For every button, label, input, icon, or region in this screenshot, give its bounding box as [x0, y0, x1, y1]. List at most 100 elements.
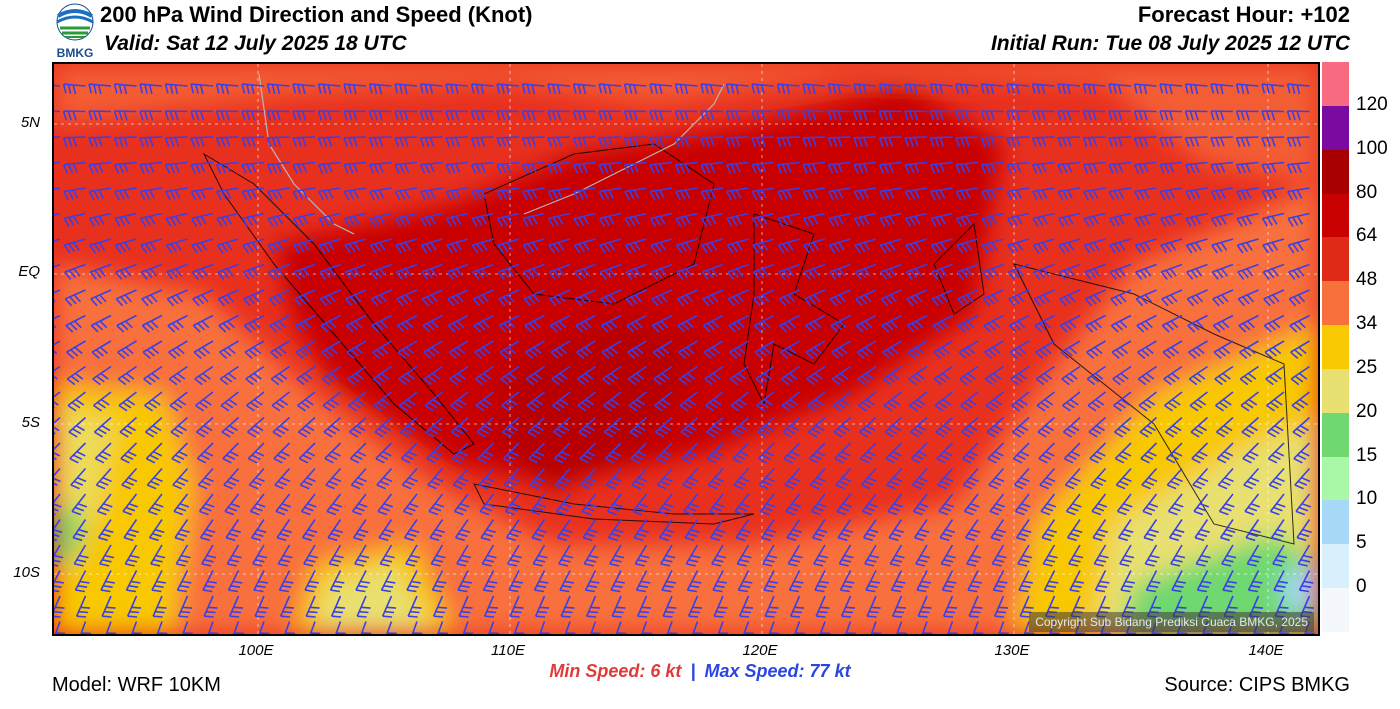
- model-name: Model: WRF 10KM: [52, 674, 221, 696]
- wind-barb: [93, 391, 112, 412]
- wind-barb: [1134, 238, 1157, 254]
- wind-barb: [676, 289, 698, 307]
- wind-barb: [139, 110, 163, 121]
- wind-barb: [343, 110, 367, 121]
- wind-barb: [75, 595, 91, 618]
- wind-barb: [419, 136, 443, 147]
- wind-barb: [549, 314, 571, 333]
- wind-barb: [1120, 570, 1135, 593]
- wind-barb: [809, 467, 826, 490]
- wind-barb: [1037, 416, 1056, 438]
- wind-barb: [1213, 340, 1234, 360]
- wind-barb: [572, 161, 596, 174]
- wind-barb: [270, 365, 290, 386]
- wind-barb: [476, 416, 495, 438]
- wind-barb: [980, 83, 1004, 95]
- wind-barb: [904, 161, 928, 174]
- wind-barb: [1185, 187, 1208, 201]
- wind-barb: [521, 161, 545, 174]
- wind-barb: [1113, 416, 1132, 438]
- wind-barb: [201, 544, 217, 567]
- wind-barb: [1194, 519, 1210, 542]
- wind-barb: [117, 365, 137, 386]
- wind-barb: [1168, 519, 1185, 542]
- wind-barb: [165, 212, 188, 227]
- valid-time: Valid: Sat 12 July 2025 18 UTC: [104, 32, 407, 55]
- wind-barb: [1057, 161, 1081, 174]
- wind-barb: [140, 238, 163, 254]
- wind-barb: [578, 416, 597, 438]
- wind-barb: [1031, 83, 1055, 95]
- wind-barb: [298, 442, 316, 464]
- wind-barb: [166, 289, 188, 307]
- wind-barb: [1159, 161, 1183, 174]
- wind-barb: [174, 519, 190, 542]
- wind-barb: [803, 238, 826, 254]
- wind-barb: [92, 365, 112, 386]
- wind-barb: [939, 519, 955, 542]
- wind-barb: [62, 136, 86, 147]
- wind-barb: [1265, 365, 1285, 386]
- wind-barb: [450, 391, 469, 412]
- wind-barb: [166, 263, 188, 280]
- wind-barb: [1268, 467, 1285, 490]
- wind-barb: [241, 110, 265, 121]
- wind-barb: [958, 340, 979, 360]
- wind-barb: [114, 187, 137, 201]
- wind-barb: [1086, 365, 1106, 386]
- wind-barb: [804, 314, 826, 333]
- wind-barb: [575, 314, 596, 333]
- wind-barb: [598, 136, 622, 147]
- wind-barb: [633, 519, 649, 542]
- wind-barb: [702, 289, 724, 307]
- wind-barb: [726, 212, 749, 227]
- wind-barb: [196, 442, 214, 464]
- wind-barb: [470, 136, 494, 147]
- wind-barb: [743, 621, 754, 634]
- wind-barb: [369, 212, 392, 227]
- wind-barb: [984, 340, 1004, 360]
- wind-barb: [330, 595, 346, 618]
- wind-barb: [929, 161, 953, 174]
- wind-barb: [1184, 161, 1208, 174]
- wind-barb: [1236, 187, 1259, 201]
- wind-barb: [266, 161, 290, 174]
- wind-barb: [474, 365, 494, 386]
- wind-barb: [120, 442, 138, 464]
- wind-barb: [368, 136, 392, 147]
- wind-map-canvas: [54, 64, 1318, 634]
- wind-barb: [215, 136, 239, 147]
- wind-barb: [318, 212, 341, 227]
- wind-barb: [1261, 83, 1285, 95]
- wind-barb: [292, 110, 316, 121]
- wind-barb: [66, 365, 86, 386]
- wind-barb: [1006, 187, 1030, 201]
- wind-barb: [777, 238, 800, 254]
- wind-barb: [1235, 110, 1259, 121]
- wind-barb: [857, 365, 877, 386]
- wind-barb: [228, 595, 244, 618]
- wind-barb: [727, 289, 749, 307]
- wind-barb: [54, 621, 66, 634]
- wind-barb: [167, 314, 188, 333]
- colorbar-cell: [1322, 368, 1349, 413]
- wind-barb: [246, 416, 265, 438]
- wind-barb: [908, 365, 928, 386]
- wind-barb: [273, 442, 291, 464]
- wind-barb: [615, 621, 627, 634]
- wind-barb: [548, 238, 571, 254]
- wind-barb: [837, 519, 853, 542]
- bmkg-logo: [52, 2, 98, 60]
- wind-barb: [985, 391, 1004, 412]
- wind-barb: [805, 340, 826, 360]
- wind-barb: [907, 340, 928, 360]
- wind-barb: [220, 391, 239, 412]
- wind-barb: [785, 493, 802, 516]
- wind-barb: [585, 595, 601, 618]
- wind-barb: [371, 314, 392, 333]
- wind-barb: [1235, 161, 1259, 174]
- wind-barb: [658, 519, 675, 542]
- wind-barb: [862, 519, 879, 542]
- wind-barb: [496, 161, 520, 174]
- map-title: 200 hPa Wind Direction and Speed (Knot): [100, 2, 533, 27]
